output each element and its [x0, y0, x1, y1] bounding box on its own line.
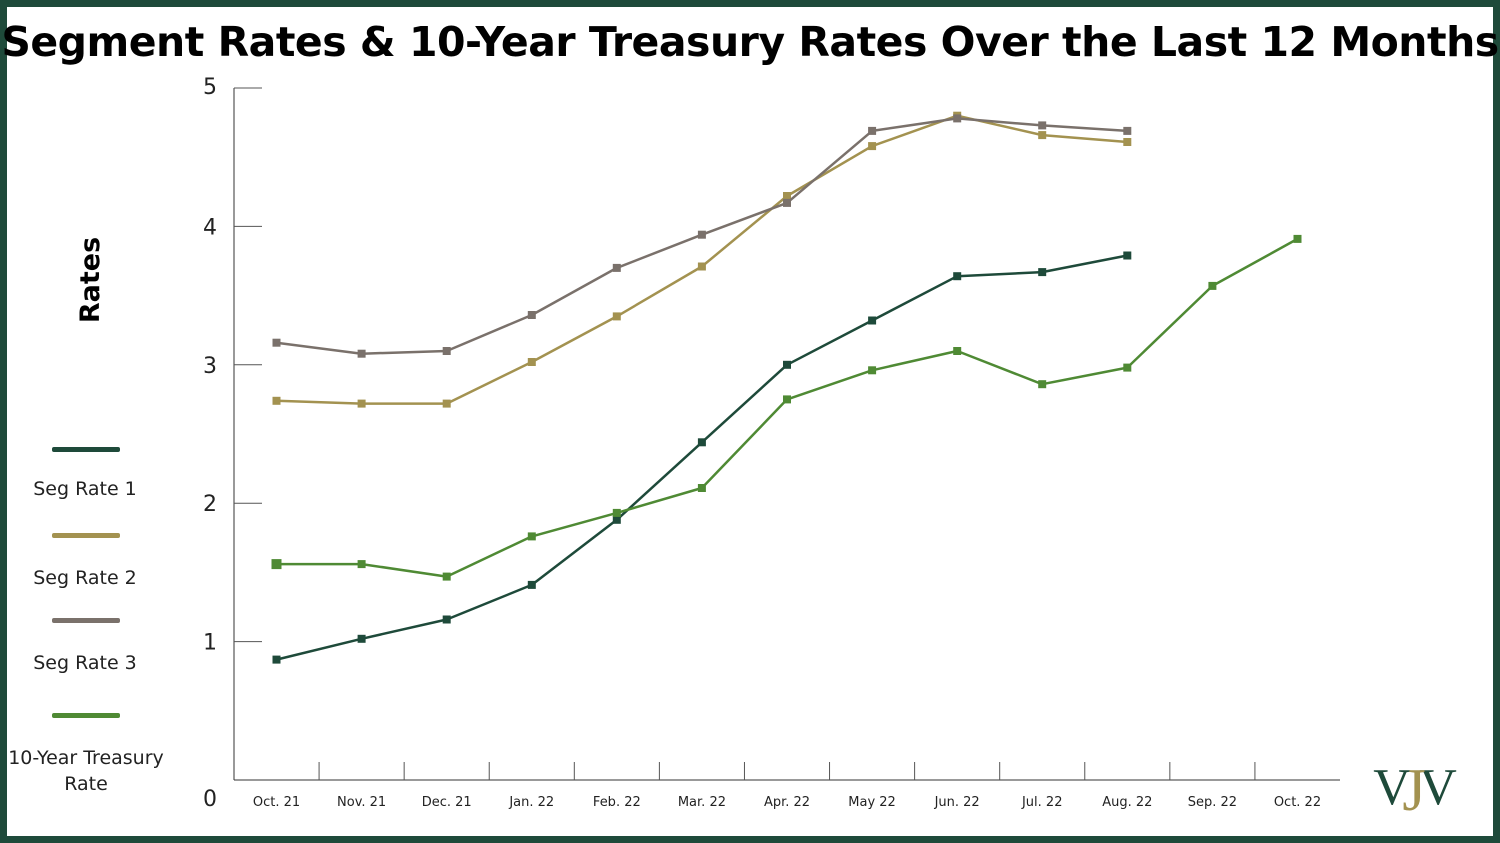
series-line-seg-rate-1: [276, 254, 1128, 661]
data-point-10-year-treasury-rate: [697, 484, 706, 492]
data-point-seg-rate-2: [272, 396, 281, 405]
svg-text:V: V: [1373, 759, 1411, 816]
x-tick-label: Jul. 22: [1021, 795, 1063, 810]
data-point-seg-rate-2: [527, 358, 536, 366]
data-point-seg-rate-2: [697, 262, 706, 271]
x-tick-label: May 22: [848, 795, 896, 810]
series-line-10-year-treasury-rate: [276, 237, 1299, 578]
data-point-seg-rate-1: [1038, 268, 1047, 277]
data-point-seg-rate-3: [1123, 126, 1132, 135]
legend-swatch-seg-rate-1: [52, 447, 120, 452]
data-point-seg-rate-3: [357, 349, 366, 358]
legend-swatch-seg-rate-3: [52, 618, 120, 623]
data-point-seg-rate-3: [612, 263, 621, 272]
series-line-seg-rate-2: [276, 114, 1128, 405]
data-point-seg-rate-1: [953, 272, 962, 281]
x-tick-label: Feb. 22: [593, 795, 641, 810]
data-point-seg-rate-1: [868, 316, 877, 325]
chart-title: Segment Rates & 10-Year Treasury Rates O…: [1, 18, 1499, 66]
data-point-seg-rate-2: [612, 312, 621, 321]
data-point-10-year-treasury-rate: [527, 532, 536, 541]
data-point-seg-rate-1: [357, 634, 366, 643]
data-point-seg-rate-3: [1038, 121, 1047, 130]
x-tick-label: Sep. 22: [1188, 795, 1237, 810]
y-tick-label: 4: [203, 215, 217, 240]
x-tick-label: Oct. 21: [253, 795, 300, 810]
data-point-seg-rate-1: [272, 655, 281, 664]
data-point-seg-rate-3: [783, 198, 791, 207]
x-tick-label: Aug. 22: [1102, 795, 1152, 810]
x-tick-label: Jan. 22: [508, 795, 554, 810]
data-point-10-year-treasury-rate: [783, 395, 791, 404]
data-point-seg-rate-1: [1123, 251, 1132, 260]
data-point-seg-rate-3: [442, 347, 451, 355]
legend-label-treasury-rate: 10-Year Treasury Rate: [8, 747, 164, 795]
data-point-seg-rate-2: [1123, 138, 1132, 146]
data-point-seg-rate-3: [697, 230, 706, 239]
x-tick-label: Jun. 22: [934, 795, 980, 810]
y-tick-label: 3: [203, 354, 217, 379]
data-point-seg-rate-1: [527, 580, 536, 589]
data-point-10-year-treasury-rate: [357, 560, 366, 569]
data-point-seg-rate-3: [527, 311, 536, 319]
data-point-10-year-treasury-rate: [1038, 380, 1047, 389]
y-tick-label: 1: [203, 631, 217, 656]
data-point-10-year-treasury-rate: [442, 572, 451, 581]
x-tick-label: Dec. 21: [422, 795, 472, 810]
svg-text:J: J: [1402, 757, 1425, 823]
x-tick-label: Mar. 22: [678, 795, 726, 810]
data-point-seg-rate-1: [442, 615, 451, 624]
data-point-seg-rate-1: [783, 360, 791, 369]
data-point-10-year-treasury-rate: [1293, 234, 1302, 243]
legend-label-seg-rate-1: Seg Rate 1: [33, 478, 137, 500]
vjv-logo-icon: V V J: [1373, 757, 1457, 823]
axes: [233, 87, 1340, 781]
data-point-seg-rate-2: [357, 399, 366, 408]
data-point-seg-rate-1: [697, 438, 706, 447]
data-point-10-year-treasury-rate: [1208, 281, 1217, 290]
data-point-10-year-treasury-rate: [271, 559, 282, 570]
legend-label-seg-rate-2: Seg Rate 2: [33, 567, 137, 589]
data-point-10-year-treasury-rate: [1123, 363, 1132, 372]
data-point-seg-rate-3: [868, 126, 877, 135]
legend-swatch-treasury-rate: [52, 713, 120, 718]
y-tick-label: 0: [203, 787, 217, 812]
data-point-seg-rate-2: [442, 399, 451, 408]
series-group: [271, 111, 1302, 664]
x-tick-label: Nov. 21: [337, 795, 386, 810]
svg-text:V: V: [1419, 759, 1457, 816]
data-point-10-year-treasury-rate: [953, 347, 962, 355]
data-point-seg-rate-3: [953, 114, 962, 123]
data-point-seg-rate-3: [272, 338, 281, 347]
data-point-seg-rate-2: [1038, 131, 1047, 140]
x-tick-label: Oct. 22: [1274, 795, 1321, 810]
x-tick-label: Apr. 22: [764, 795, 810, 810]
data-point-10-year-treasury-rate: [868, 366, 877, 375]
tick-labels: 0 1 2 3 4 5 Oct. 21 Nov. 21 Dec. 21 Jan. 22 Feb. 2…: [203, 75, 1321, 812]
legend-label-seg-rate-3: Seg Rate 3: [33, 652, 137, 674]
data-point-seg-rate-2: [868, 142, 877, 151]
data-point-seg-rate-1: [612, 515, 621, 524]
data-point-10-year-treasury-rate: [612, 508, 621, 517]
y-tick-label: 2: [203, 492, 217, 517]
data-point-seg-rate-2: [783, 192, 791, 200]
legend-swatch-seg-rate-2: [52, 533, 120, 538]
y-tick-label: 5: [203, 75, 217, 100]
